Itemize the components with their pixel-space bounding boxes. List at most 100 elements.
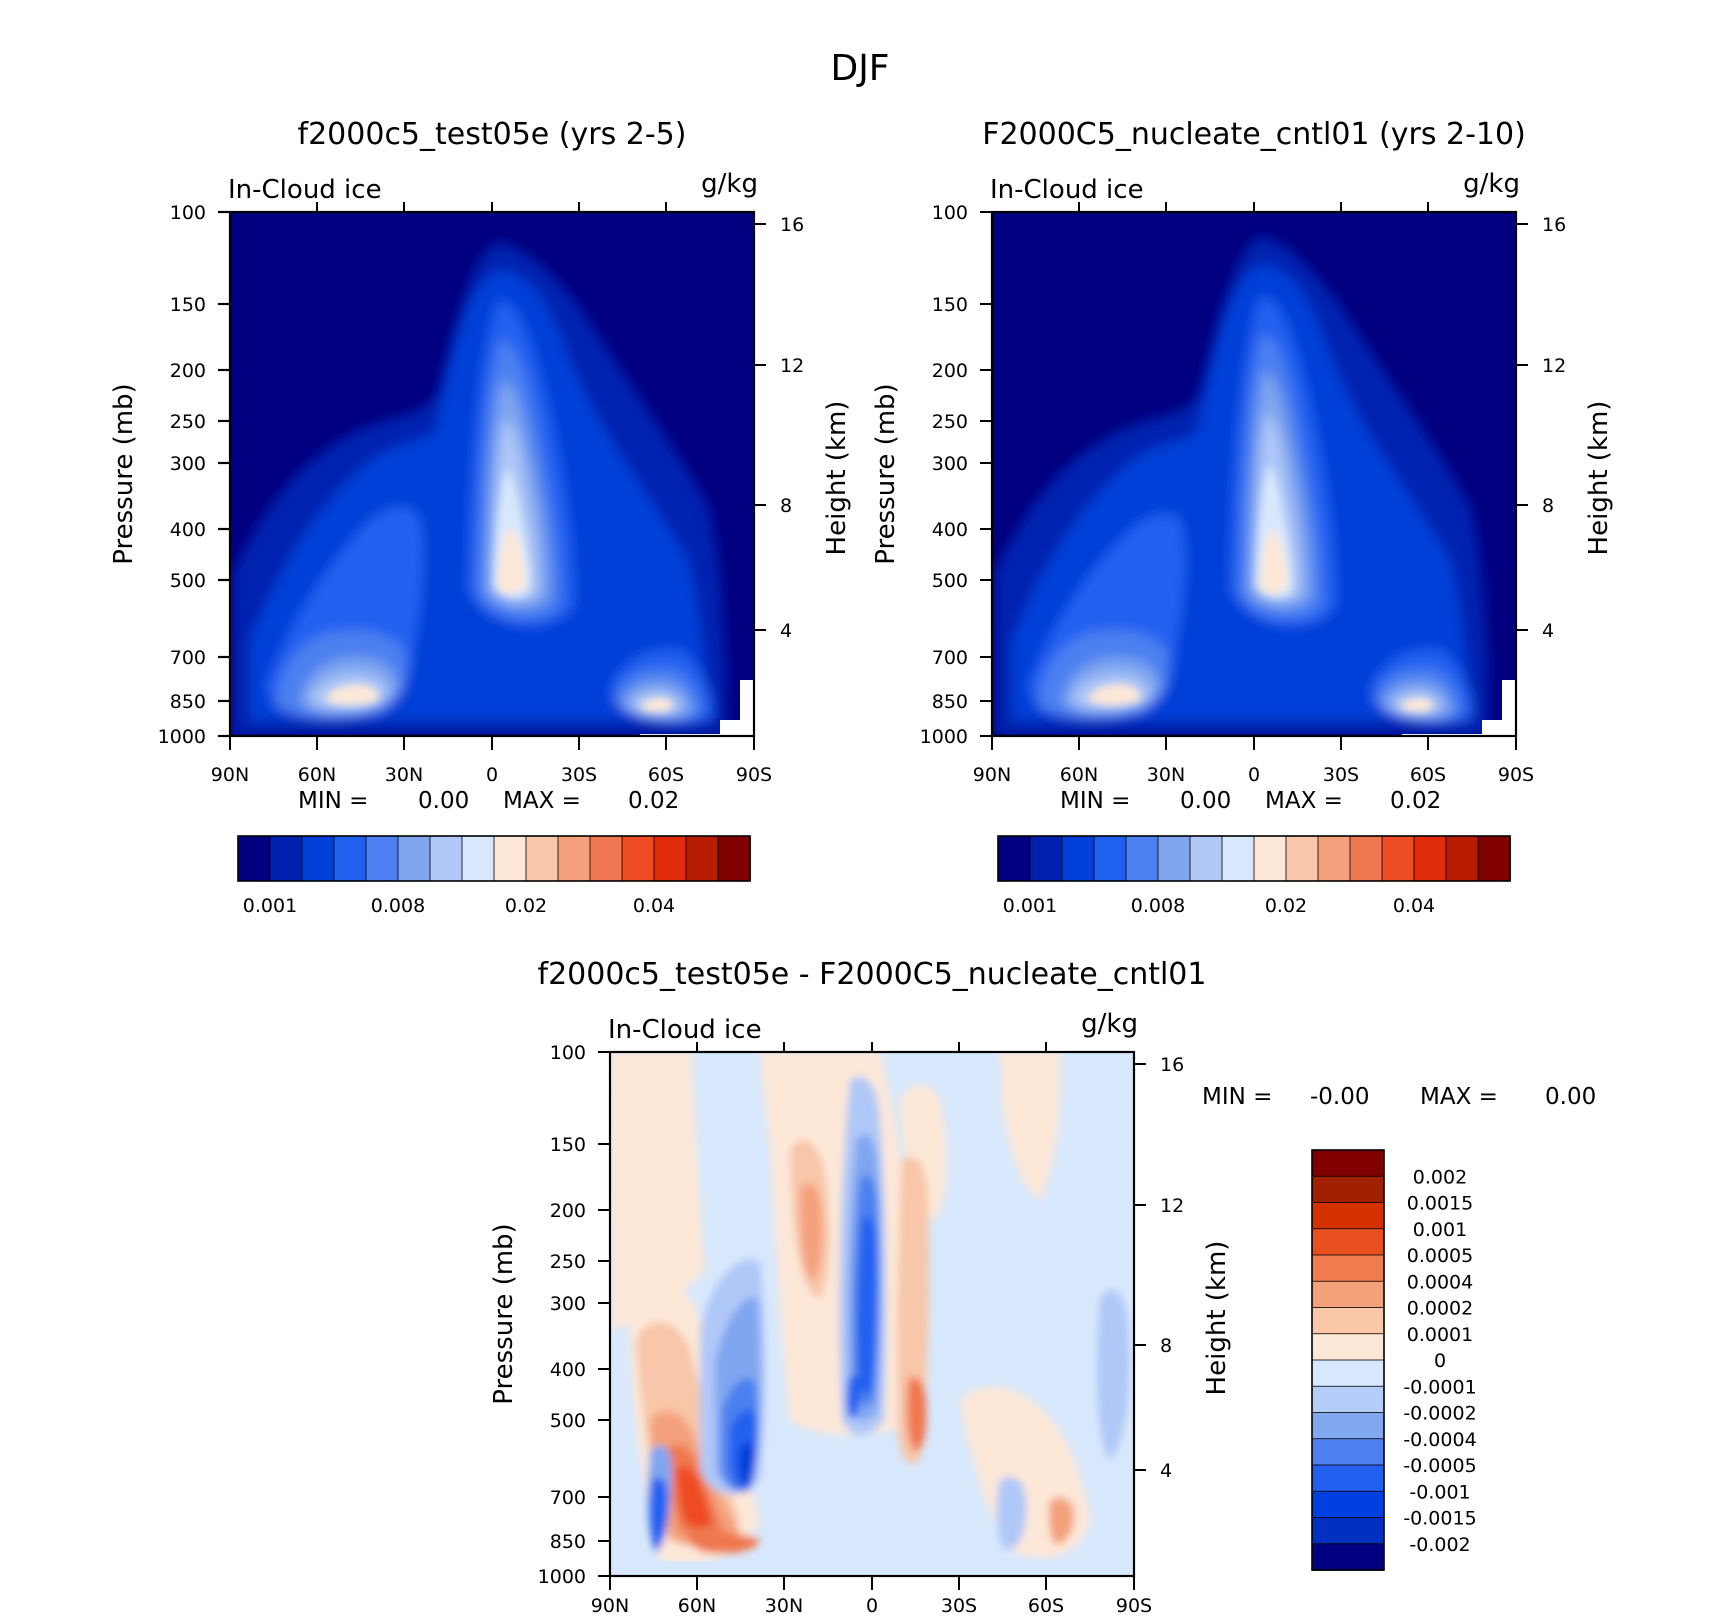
- panel-2-colorbar-swatches: [997, 835, 1511, 882]
- panel-2-xtick: 90N: [973, 764, 1011, 786]
- panel-1-colorbar: 0.001 0.008 0.02 0.04: [237, 835, 751, 917]
- panel-3-colorbar-label: -0.0005: [1403, 1455, 1476, 1477]
- panel-3-ytick: 200: [550, 1200, 586, 1222]
- panel-1-ytick: 700: [170, 647, 206, 669]
- panel-1-xtick: 60N: [298, 764, 336, 786]
- panel-2-colorbar-swatch-2: [1061, 835, 1095, 882]
- panel-2-xtick: 30N: [1147, 764, 1185, 786]
- panel-3-colorbar-label: -0.0002: [1403, 1403, 1476, 1425]
- panel-1-max-value: 0.02: [628, 788, 679, 814]
- panel-3-ylabel: Pressure (mb): [489, 1223, 519, 1404]
- panel-3-colorbar-label: -0.0015: [1403, 1508, 1476, 1530]
- panel-2-colorbar-swatch-15: [1477, 835, 1511, 882]
- panel-1-ytick: 300: [170, 453, 206, 475]
- panel-1-ytick: 500: [170, 570, 206, 592]
- panel-2-ytick: 150: [932, 294, 968, 316]
- panel-2-ytick: 1000: [920, 726, 968, 748]
- panel-3-colorbar-swatch-10: [1311, 1412, 1385, 1440]
- panel-3-min-label: MIN =: [1202, 1084, 1272, 1110]
- panel-3-colorbar: 0.002 0.0015 0.001 0.0005 0.0004 0.0002 0.0001…: [1311, 1149, 1477, 1571]
- panel-3-colorbar-label: -0.002: [1409, 1534, 1470, 1556]
- panel-2-colorbar-label: 0.04: [1393, 895, 1435, 917]
- panel-2-xtick: 30S: [1323, 764, 1359, 786]
- panel-2-colorbar-frame: [997, 835, 1511, 882]
- panel-2-xtick: 0: [1248, 764, 1260, 786]
- panel-1-colorbar-label: 0.001: [243, 895, 297, 917]
- panel-1-min-value: 0.00: [418, 788, 469, 814]
- panel-1-colorbar-label: 0.02: [505, 895, 547, 917]
- panel-1-y2tick: 4: [780, 620, 792, 642]
- panel-1-colorbar-swatch-7: [461, 835, 495, 882]
- panel-1-ylabel: Pressure (mb): [109, 383, 139, 564]
- panel-3-colorbar-swatch-4: [1311, 1254, 1385, 1283]
- panel-1-units: g/kg: [701, 169, 758, 199]
- panel-1-xtick: 90N: [211, 764, 249, 786]
- panel-2-colorbar-swatch-13: [1413, 835, 1447, 882]
- panel-1-contour-18: [640, 698, 673, 712]
- panel-3-xtick: 30N: [765, 1595, 803, 1616]
- panel-1-max-label: MAX =: [503, 788, 581, 814]
- panel-3-colorbar-swatch-15: [1311, 1543, 1385, 1571]
- panel-2-y2tick: 12: [1542, 355, 1566, 377]
- panel-2-xtick: 60S: [1410, 764, 1446, 786]
- panel-2-colorbar-label: 0.001: [1003, 895, 1057, 917]
- panel-3-xtick: 0: [866, 1595, 878, 1616]
- panel-1-colorbar-swatch-8: [493, 835, 527, 882]
- panel-1-colorbar-label: 0.04: [633, 895, 675, 917]
- panel-3-colorbar-swatch-6: [1311, 1307, 1385, 1335]
- panel-1-xtick: 30S: [561, 764, 597, 786]
- panel-1-ytick: 850: [170, 691, 206, 713]
- panel-3-colorbar-frame: [1311, 1149, 1385, 1571]
- panel-2-x-axis: 90N 60N 30N 0 30S 60S 90S: [973, 202, 1534, 786]
- panel-2-y2tick: 8: [1542, 495, 1554, 517]
- panel-1-colorbar-swatches: [237, 835, 751, 882]
- panel-3-ytick: 850: [550, 1531, 586, 1553]
- panel-3-contour-4: [900, 1084, 947, 1220]
- panel-2-colorbar-swatch-11: [1349, 835, 1383, 882]
- panel-3-ytick: 400: [550, 1359, 586, 1381]
- panel-1-colorbar-swatch-12: [621, 835, 655, 882]
- panel-3-colorbar-swatch-12: [1311, 1464, 1385, 1493]
- panel-3-y2tick: 8: [1160, 1335, 1172, 1357]
- panel-3-colorbar-label: -0.0001: [1403, 1376, 1476, 1398]
- panel-2-colorbar-swatch-4: [1125, 835, 1159, 882]
- panel-3-y-axis: Pressure (mb) 100 150 200 250 300 400 50…: [489, 1042, 610, 1588]
- panel-3-variable: In-Cloud ice: [608, 1015, 762, 1045]
- panel-1-xtick: 0: [486, 764, 498, 786]
- panel-1-colorbar-swatch-11: [589, 835, 623, 882]
- panel-3-colorbar-swatch-1: [1311, 1175, 1385, 1204]
- panel-1-contour-16: [498, 528, 526, 595]
- panel-2-colorbar-label: 0.008: [1131, 895, 1185, 917]
- panel-1-contours: [230, 212, 754, 736]
- panel-1-colorbar-swatch-10: [557, 835, 591, 882]
- panel-2-contours: [992, 212, 1516, 736]
- panel-3-y2-axis: Height (km) 16 12 8 4: [1134, 1054, 1232, 1482]
- panel-3-colorbar-label: -0.001: [1409, 1481, 1470, 1503]
- panel-2-colorbar-swatch-5: [1157, 835, 1191, 882]
- panel-2-ytick: 250: [932, 411, 968, 433]
- panel-3-colorbar-label: 0.0001: [1407, 1324, 1473, 1346]
- panel-3-contour-20: [996, 1476, 1027, 1550]
- panel-2-y-axis: Pressure (mb) 100 150 200 250 300 400 50…: [871, 202, 992, 748]
- panel-2-ytick: 400: [932, 519, 968, 541]
- panel-2-max-value: 0.02: [1390, 788, 1441, 814]
- panel-2-variable: In-Cloud ice: [990, 175, 1144, 205]
- panel-1-ytick: 200: [170, 360, 206, 382]
- panel-2-y2tick: 16: [1542, 214, 1566, 236]
- panel-1-ytick: 400: [170, 519, 206, 541]
- panel-1-colorbar-swatch-3: [333, 835, 367, 882]
- panel-2-xtick: 90S: [1498, 764, 1534, 786]
- panel-3-contour-1: [610, 1052, 704, 1330]
- panel-2-colorbar: 0.001 0.008 0.02 0.04: [997, 835, 1511, 917]
- panel-2-min-label: MIN =: [1060, 788, 1130, 814]
- panel-2-title: F2000C5_nucleate_cntl01 (yrs 2-10): [982, 117, 1526, 152]
- panel-3-colorbar-label: 0.0015: [1407, 1193, 1473, 1215]
- panel-3-ytick: 1000: [538, 1566, 586, 1588]
- panel-2-units: g/kg: [1463, 169, 1520, 199]
- panel-2-colorbar-swatch-14: [1445, 835, 1479, 882]
- panel-3-colorbar-swatch-14: [1311, 1517, 1385, 1545]
- panel-3-minmax: MIN = -0.00 MAX = 0.00: [1202, 1084, 1596, 1110]
- panel-1-colorbar-swatch-9: [525, 835, 559, 882]
- panel-1-x-axis: 90N 60N 30N 0 30S 60S 90S: [211, 202, 772, 786]
